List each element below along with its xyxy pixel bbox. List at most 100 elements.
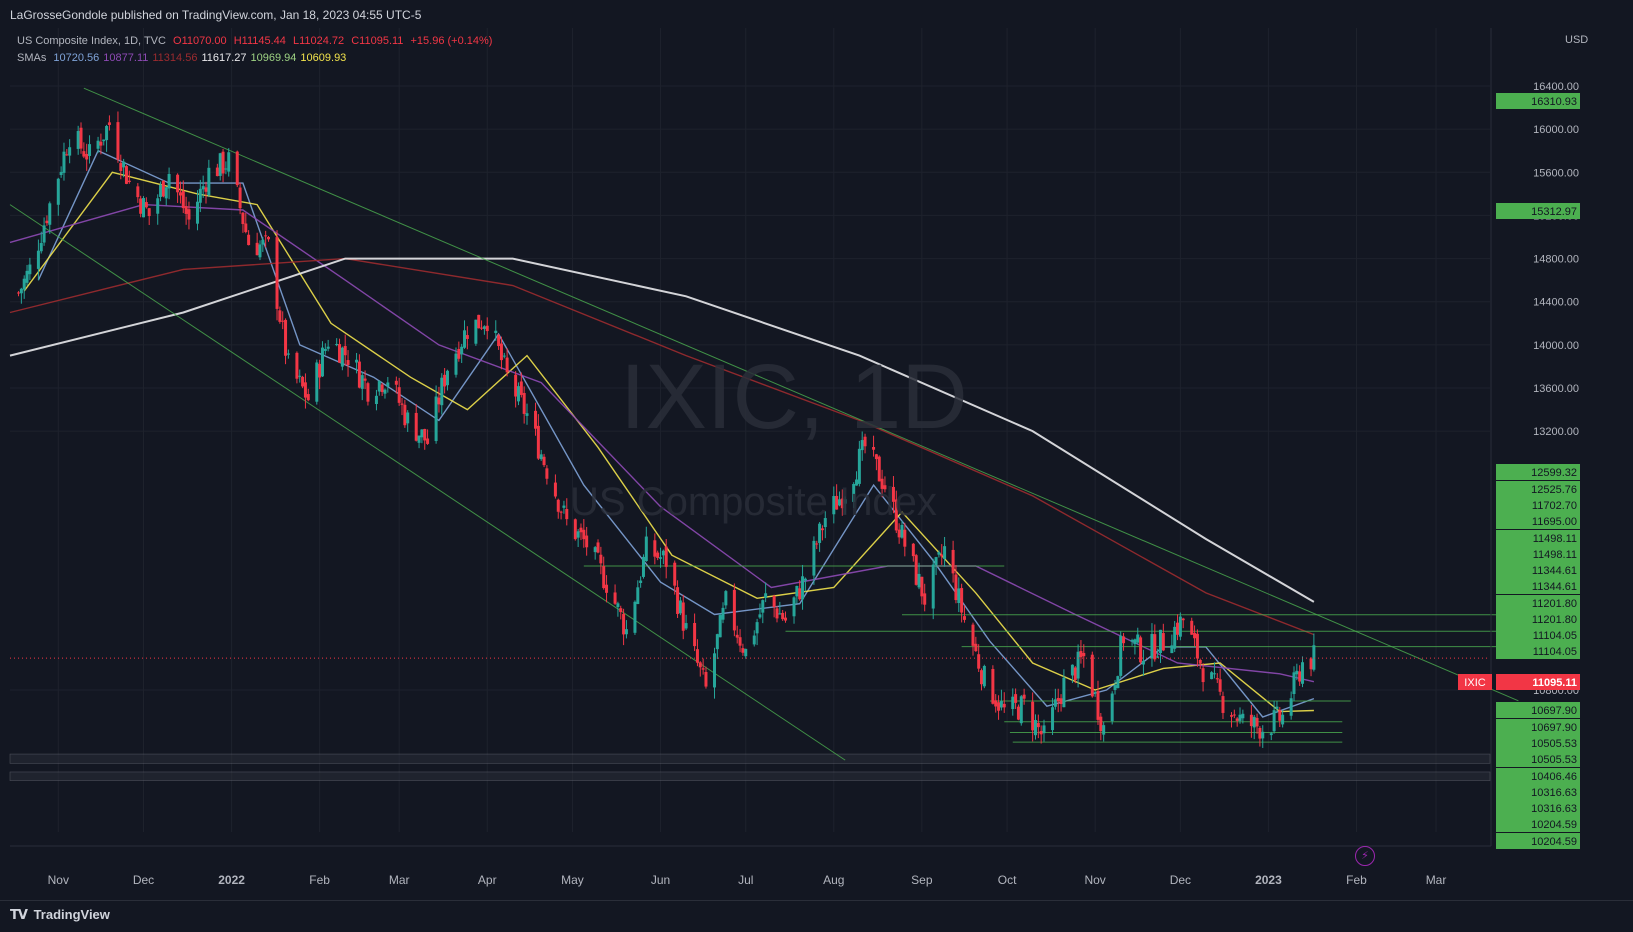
candle-body-214 (863, 436, 867, 447)
candle-body-129 (525, 413, 529, 416)
candle-body-61 (258, 244, 262, 258)
candle-body-311 (1252, 716, 1256, 728)
candle-body-288 (1158, 629, 1162, 654)
candle-body-179 (724, 591, 728, 606)
support-zone-1 (9, 771, 1491, 781)
candle-body-292 (1176, 622, 1180, 635)
candle-body-145 (593, 547, 597, 553)
candle-body-67 (281, 320, 285, 322)
currency-label[interactable]: USD (1565, 34, 1589, 46)
candle-body-306 (1232, 714, 1236, 716)
x-tick-label-12: Nov (1084, 873, 1105, 887)
open-value: O11070.00 (173, 35, 227, 47)
candle-body-180 (732, 589, 736, 631)
candle-body-173 (701, 668, 705, 670)
candle-body-174 (704, 671, 708, 687)
candle-body-88 (363, 378, 367, 381)
candle-body-197 (798, 588, 802, 600)
candle-body-187 (758, 614, 762, 618)
tradingview-logo[interactable]: TV TradingView (10, 907, 110, 923)
level-tag-label-2: 12599.32 (1531, 467, 1577, 479)
candle-body-165 (673, 562, 677, 586)
candle-body-264 (1062, 677, 1066, 708)
low-value: L11024.72 (292, 35, 345, 47)
candle-body-186 (755, 622, 759, 634)
candle-body-232 (937, 552, 941, 555)
candle-body-57 (241, 212, 245, 225)
level-tag-label-10: 11201.80 (1532, 598, 1577, 610)
candle-body-204 (823, 518, 827, 528)
candle-body-203 (820, 528, 824, 531)
candle-body-238 (960, 588, 964, 613)
candle-body-142 (579, 527, 583, 533)
candle-body-282 (1136, 634, 1140, 643)
level-tag-label-8: 11344.61 (1532, 565, 1577, 577)
candle-body-100 (414, 412, 418, 441)
candle-body-84 (346, 360, 350, 365)
candle-body-170 (693, 623, 697, 647)
level-tag-bg-22 (1496, 833, 1580, 849)
candle-body-113 (463, 330, 467, 348)
sma-legend[interactable]: SMAs 10720.56 10877.11 11314.56 11617.27 109… (17, 52, 354, 64)
candle-body-208 (840, 498, 844, 509)
candle-body-266 (1073, 667, 1077, 680)
level-tag-bg-10 (1496, 595, 1580, 611)
candle-body-13 (65, 154, 69, 156)
candle-body-161 (656, 552, 660, 558)
candle-body-193 (781, 612, 785, 620)
candle-body-107 (440, 377, 444, 406)
candle-body-271 (1093, 692, 1097, 694)
candle-body-258 (1039, 730, 1043, 735)
candle-body-290 (1170, 645, 1174, 654)
candle-body-85 (355, 359, 359, 363)
candle-body-254 (1022, 694, 1026, 699)
candle-body-105 (434, 396, 438, 442)
candle-body-6 (39, 243, 43, 252)
sma-value-2: 10877.11 (103, 52, 149, 64)
candle-body-164 (664, 546, 668, 567)
level-tag-label-17: 10505.53 (1531, 754, 1577, 766)
candle-body-24 (107, 122, 111, 125)
candle-body-30 (136, 186, 140, 198)
candle-body-172 (698, 662, 702, 668)
candle-body-320 (1289, 698, 1293, 716)
candle-body-192 (778, 613, 782, 615)
level-tag-bg-1 (1496, 203, 1580, 219)
candle-body-260 (1051, 707, 1055, 731)
candle-body-222 (897, 529, 901, 538)
candle-body-10 (56, 178, 60, 205)
candle-body-182 (738, 637, 742, 646)
candle-body-36 (159, 184, 163, 197)
candle-body-198 (801, 576, 805, 600)
candle-body-120 (494, 330, 498, 333)
current-price-tag-label: 11095.11 (1532, 677, 1577, 689)
candle-body-240 (971, 624, 975, 646)
flash-icon[interactable]: ⚡ (1355, 846, 1375, 866)
candle-body-275 (1110, 693, 1114, 722)
x-tick-label-13: Dec (1170, 873, 1191, 887)
x-tick-label-7: Jun (651, 873, 670, 887)
candle-body-128 (522, 392, 526, 414)
candle-body-69 (286, 353, 290, 355)
level-tag-bg-20 (1496, 800, 1580, 816)
x-tick-label-6: May (561, 873, 584, 887)
sma-line-5 (9, 257, 1315, 603)
symbol-legend[interactable]: US Composite Index, 1D, TVC O11070.00 H1… (17, 35, 496, 47)
level-tag-bg-5 (1496, 513, 1580, 529)
candle-body-166 (676, 587, 680, 614)
candle-body-117 (480, 327, 484, 329)
candle-body-53 (224, 168, 228, 170)
symbol-tag-label: IXIC (1464, 677, 1485, 689)
candle-body-72 (301, 376, 305, 387)
candle-body-255 (1031, 701, 1035, 731)
candle-body-131 (536, 425, 540, 459)
level-tag-label-19: 10316.63 (1531, 787, 1577, 799)
candle-body-280 (1130, 640, 1134, 642)
candle-body-56 (238, 187, 242, 209)
candle-body-156 (636, 587, 640, 605)
candle-body-202 (818, 523, 822, 543)
y-tick-label-4: 14800.00 (1533, 254, 1579, 266)
candle-body-269 (1082, 652, 1086, 657)
candle-body-319 (1281, 714, 1285, 725)
